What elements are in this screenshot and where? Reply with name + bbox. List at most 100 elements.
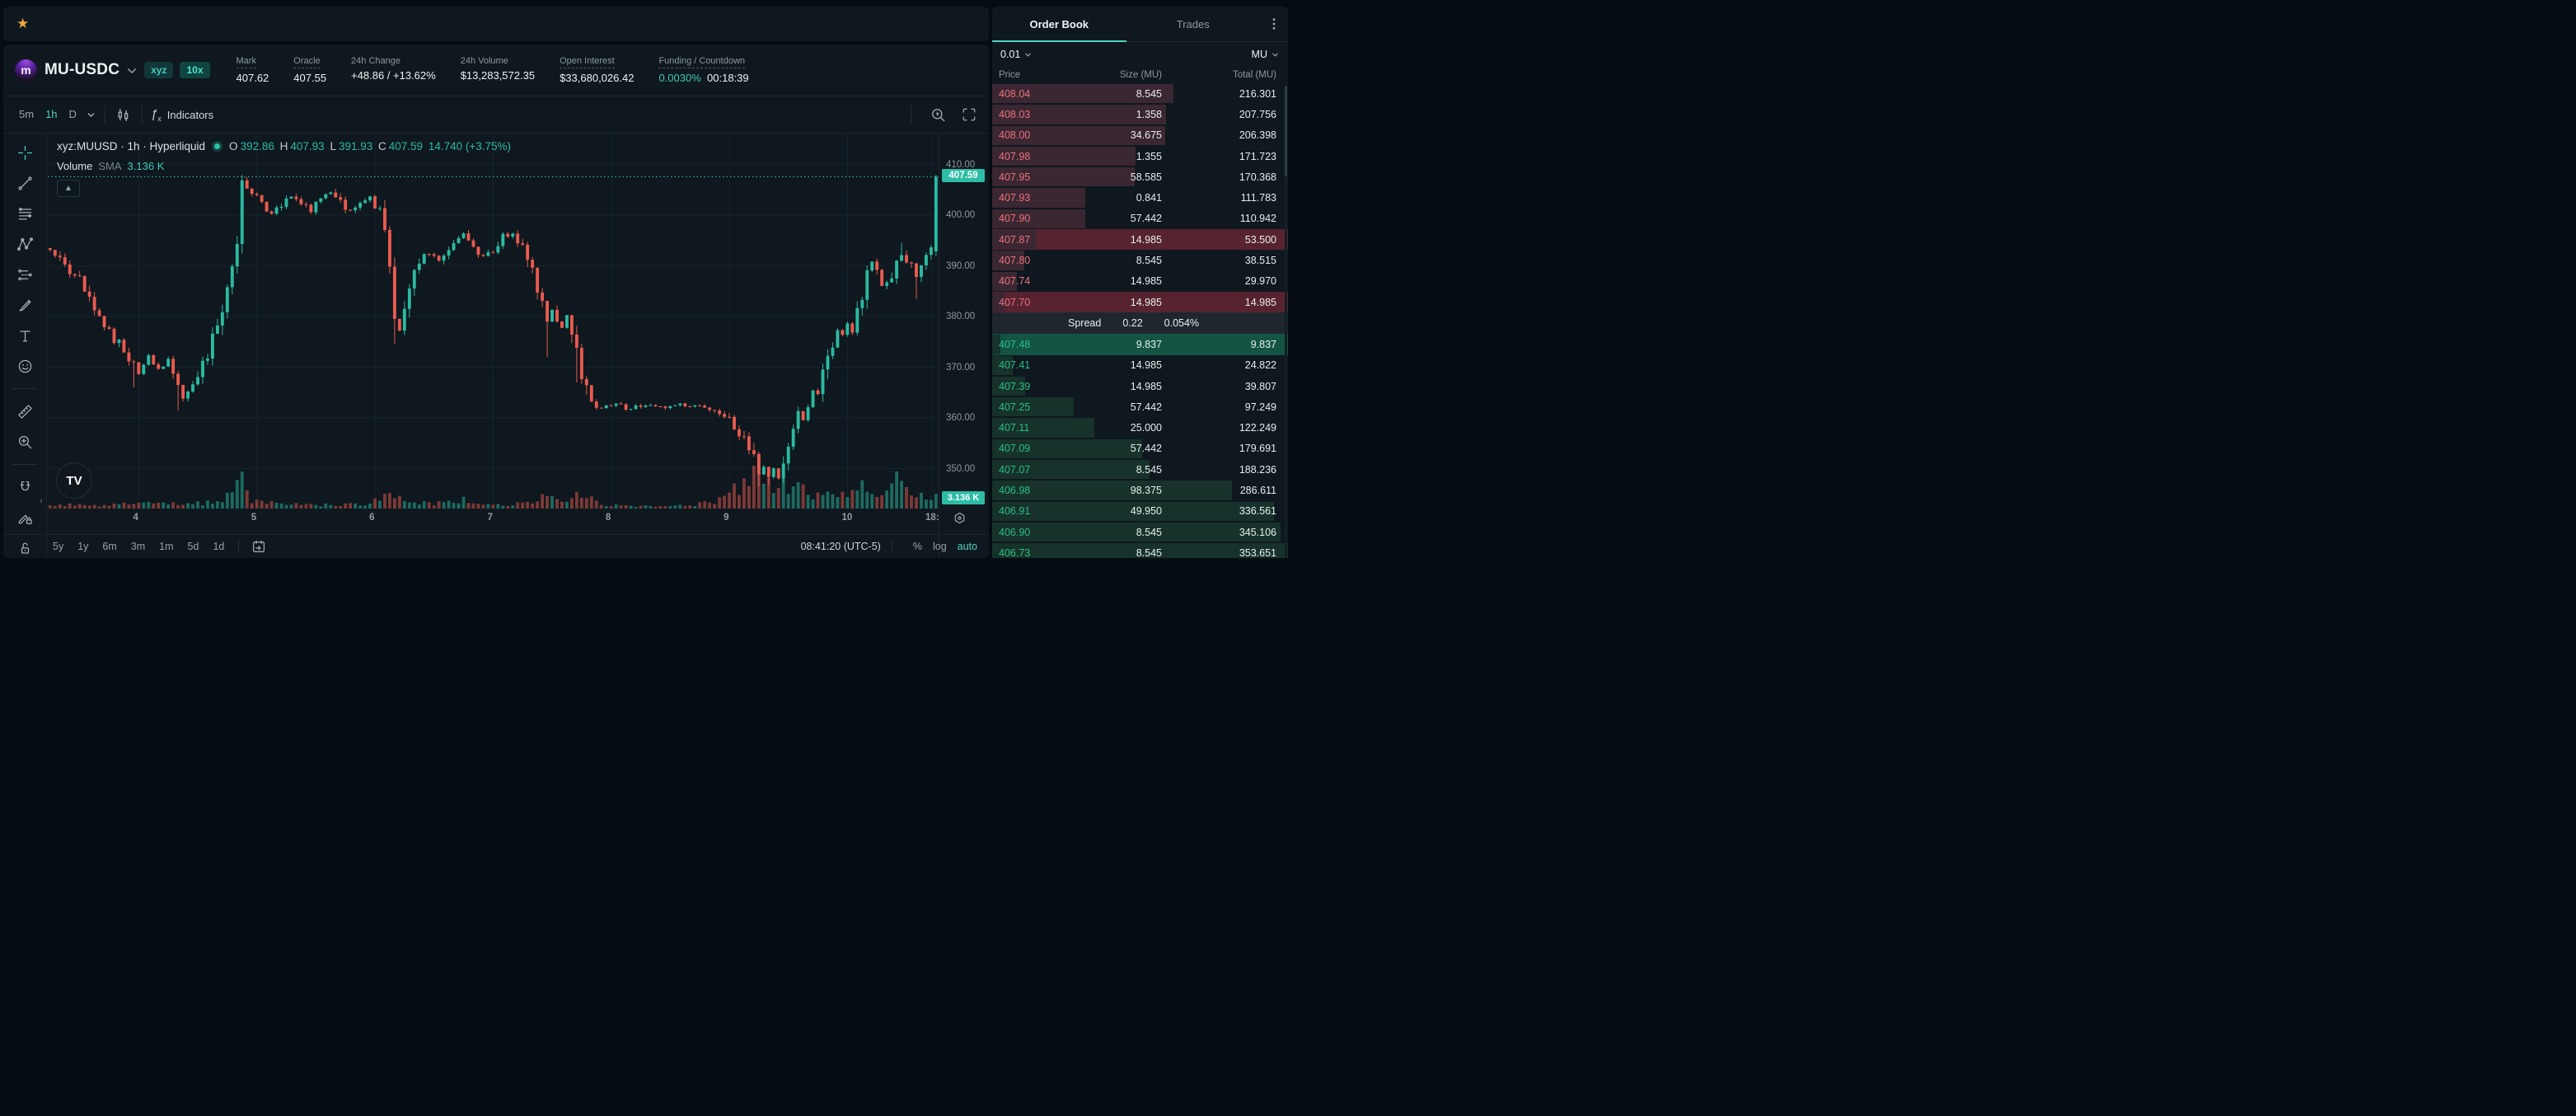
favorite-star-icon[interactable]: ★ (16, 16, 30, 31)
fib-retracement-icon[interactable] (15, 204, 35, 224)
log-scale-button[interactable]: log (932, 541, 947, 552)
clock[interactable]: 08:41:20 (UTC-5) (800, 541, 881, 552)
leverage-badge[interactable]: 10x (180, 62, 210, 78)
price-axis[interactable]: 410.00 400.00 390.00 380.00 370.00 360.00 350.… (939, 134, 989, 558)
tick-size-select[interactable]: 0.01 (1000, 49, 1033, 60)
total: 53.500 (1244, 233, 1276, 246)
time-tick: 7 (487, 513, 493, 523)
interval-button-1h[interactable]: 1h (45, 108, 58, 120)
bid-row[interactable]: 407.25 57.442 97.249 (992, 396, 1288, 417)
bid-row[interactable]: 406.91 49.950 336.561 (992, 501, 1288, 522)
bid-row[interactable]: 406.73 8.545 353.651 (992, 542, 1288, 558)
range-button-5d[interactable]: 5d (187, 541, 199, 552)
ask-row[interactable]: 407.98 1.355 171.723 (992, 146, 1288, 166)
bid-row[interactable]: 406.98 98.375 286.611 (992, 480, 1288, 500)
price: 406.90 (999, 526, 1031, 538)
total: 345.106 (1239, 526, 1276, 538)
chart-type-candles-icon[interactable] (114, 105, 133, 124)
range-button-6m[interactable]: 6m (102, 541, 117, 552)
range-button-1m[interactable]: 1m (159, 541, 174, 552)
hexagon-settings-icon[interactable] (953, 511, 967, 525)
chart-legend[interactable]: xyz:MUUSD · 1h · Hyperliquid O 392.86 H 40… (57, 140, 513, 152)
interval-button-5m[interactable]: 5m (19, 108, 35, 120)
interval-button-D[interactable]: D (68, 108, 77, 120)
chevron-down-icon (1025, 53, 1032, 56)
size: 14.985 (1130, 233, 1162, 246)
lock-all-icon[interactable] (15, 538, 35, 558)
tab-order-book[interactable]: Order Book (992, 7, 1126, 42)
range-button-5y[interactable]: 5y (53, 541, 64, 552)
price: 408.04 (999, 87, 1031, 100)
time-axis[interactable]: 4 5 6 7 8 9 10 18: (48, 509, 939, 530)
interval-buttons: 5m 1h D (13, 107, 82, 122)
toolbar-collapse-icon[interactable]: ‹ (40, 496, 43, 506)
divider (238, 540, 240, 553)
price: 407.74 (999, 275, 1031, 288)
percent-scale-button[interactable]: % (912, 541, 922, 552)
scrollbar[interactable] (1285, 86, 1287, 558)
range-button-1y[interactable]: 1y (77, 541, 89, 552)
size: 57.442 (1130, 401, 1162, 413)
total-column-header: Total (MU) (1232, 70, 1276, 80)
divider (141, 106, 143, 124)
stat-mark: Mark 407.62 (236, 56, 269, 84)
divider (3, 133, 989, 134)
bid-row[interactable]: 407.11 25.000 122.249 (992, 417, 1288, 438)
brush-icon[interactable] (15, 296, 35, 316)
emoji-icon[interactable] (15, 356, 35, 376)
bid-row[interactable]: 407.48 9.837 9.837 (992, 334, 1288, 355)
ask-row[interactable]: 408.00 34.675 206.398 (992, 125, 1288, 146)
stat-value: 407.62 (236, 72, 269, 84)
ask-row[interactable]: 407.80 8.545 38.515 (992, 250, 1288, 270)
price: 407.07 (999, 463, 1031, 476)
bid-row[interactable]: 406.90 8.545 345.106 (992, 522, 1288, 542)
magnet-icon[interactable] (15, 477, 35, 497)
bid-row[interactable]: 407.39 14.985 39.807 (992, 376, 1288, 396)
range-button-1d[interactable]: 1d (213, 541, 225, 552)
stat-value: 407.55 (293, 72, 327, 84)
price: 407.25 (999, 401, 1031, 413)
ask-row[interactable]: 408.04 8.545 216.301 (992, 83, 1288, 104)
crosshair-icon[interactable] (15, 143, 35, 163)
kebab-menu-icon[interactable] (1260, 7, 1288, 41)
collapse-legend-button[interactable]: ▲ (57, 180, 80, 197)
auto-scale-button[interactable]: auto (957, 541, 977, 552)
ask-row[interactable]: 407.87 14.985 53.500 (992, 229, 1288, 251)
volume-legend[interactable]: Volume SMA 3.136 K (57, 160, 164, 172)
zoom-in-icon[interactable] (15, 432, 35, 452)
tradingview-logo[interactable]: TV (56, 462, 92, 499)
size: 14.985 (1130, 296, 1162, 308)
unit-select[interactable]: MU (1252, 49, 1280, 60)
ask-row[interactable]: 407.70 14.985 14.985 (992, 291, 1288, 313)
stat-value: $33,680,026.42 (560, 72, 635, 84)
bid-row[interactable]: 407.41 14.985 24.822 (992, 355, 1288, 376)
range-button-3m[interactable]: 3m (130, 541, 146, 552)
go-to-date-icon[interactable] (249, 537, 269, 556)
draw-lock-icon[interactable] (15, 508, 35, 528)
total: 111.783 (1240, 192, 1276, 204)
text-icon[interactable] (15, 326, 35, 346)
ask-row[interactable]: 407.90 57.442 110.942 (992, 209, 1288, 229)
quick-search-icon[interactable] (928, 105, 948, 124)
xabcd-pattern-icon[interactable] (15, 235, 35, 255)
bid-row[interactable]: 407.09 57.442 179.691 (992, 438, 1288, 459)
ask-row[interactable]: 407.74 14.985 29.970 (992, 271, 1288, 292)
ruler-icon[interactable] (15, 401, 35, 421)
candlestick-chart[interactable] (48, 134, 939, 509)
tab-trades[interactable]: Trades (1176, 17, 1210, 30)
total: 24.822 (1244, 359, 1276, 372)
status-dot-icon (212, 141, 223, 152)
ask-row[interactable]: 407.95 58.585 170.368 (992, 166, 1288, 187)
fullscreen-icon[interactable] (959, 105, 979, 124)
ask-row[interactable]: 408.03 1.358 207.756 (992, 104, 1288, 124)
tick-size-value: 0.01 (1000, 49, 1021, 60)
divider (12, 464, 37, 466)
indicators-button[interactable]: ƒx Indicators (151, 107, 213, 123)
symbol-name[interactable]: MU-USDC (44, 61, 120, 78)
ask-row[interactable]: 407.93 0.841 111.783 (992, 187, 1288, 208)
chevron-down-icon[interactable] (86, 110, 96, 120)
forecast-icon[interactable] (15, 265, 35, 285)
trend-line-icon[interactable] (15, 174, 35, 194)
chevron-down-icon[interactable] (126, 65, 138, 77)
bid-row[interactable]: 407.07 8.545 188.236 (992, 459, 1288, 480)
